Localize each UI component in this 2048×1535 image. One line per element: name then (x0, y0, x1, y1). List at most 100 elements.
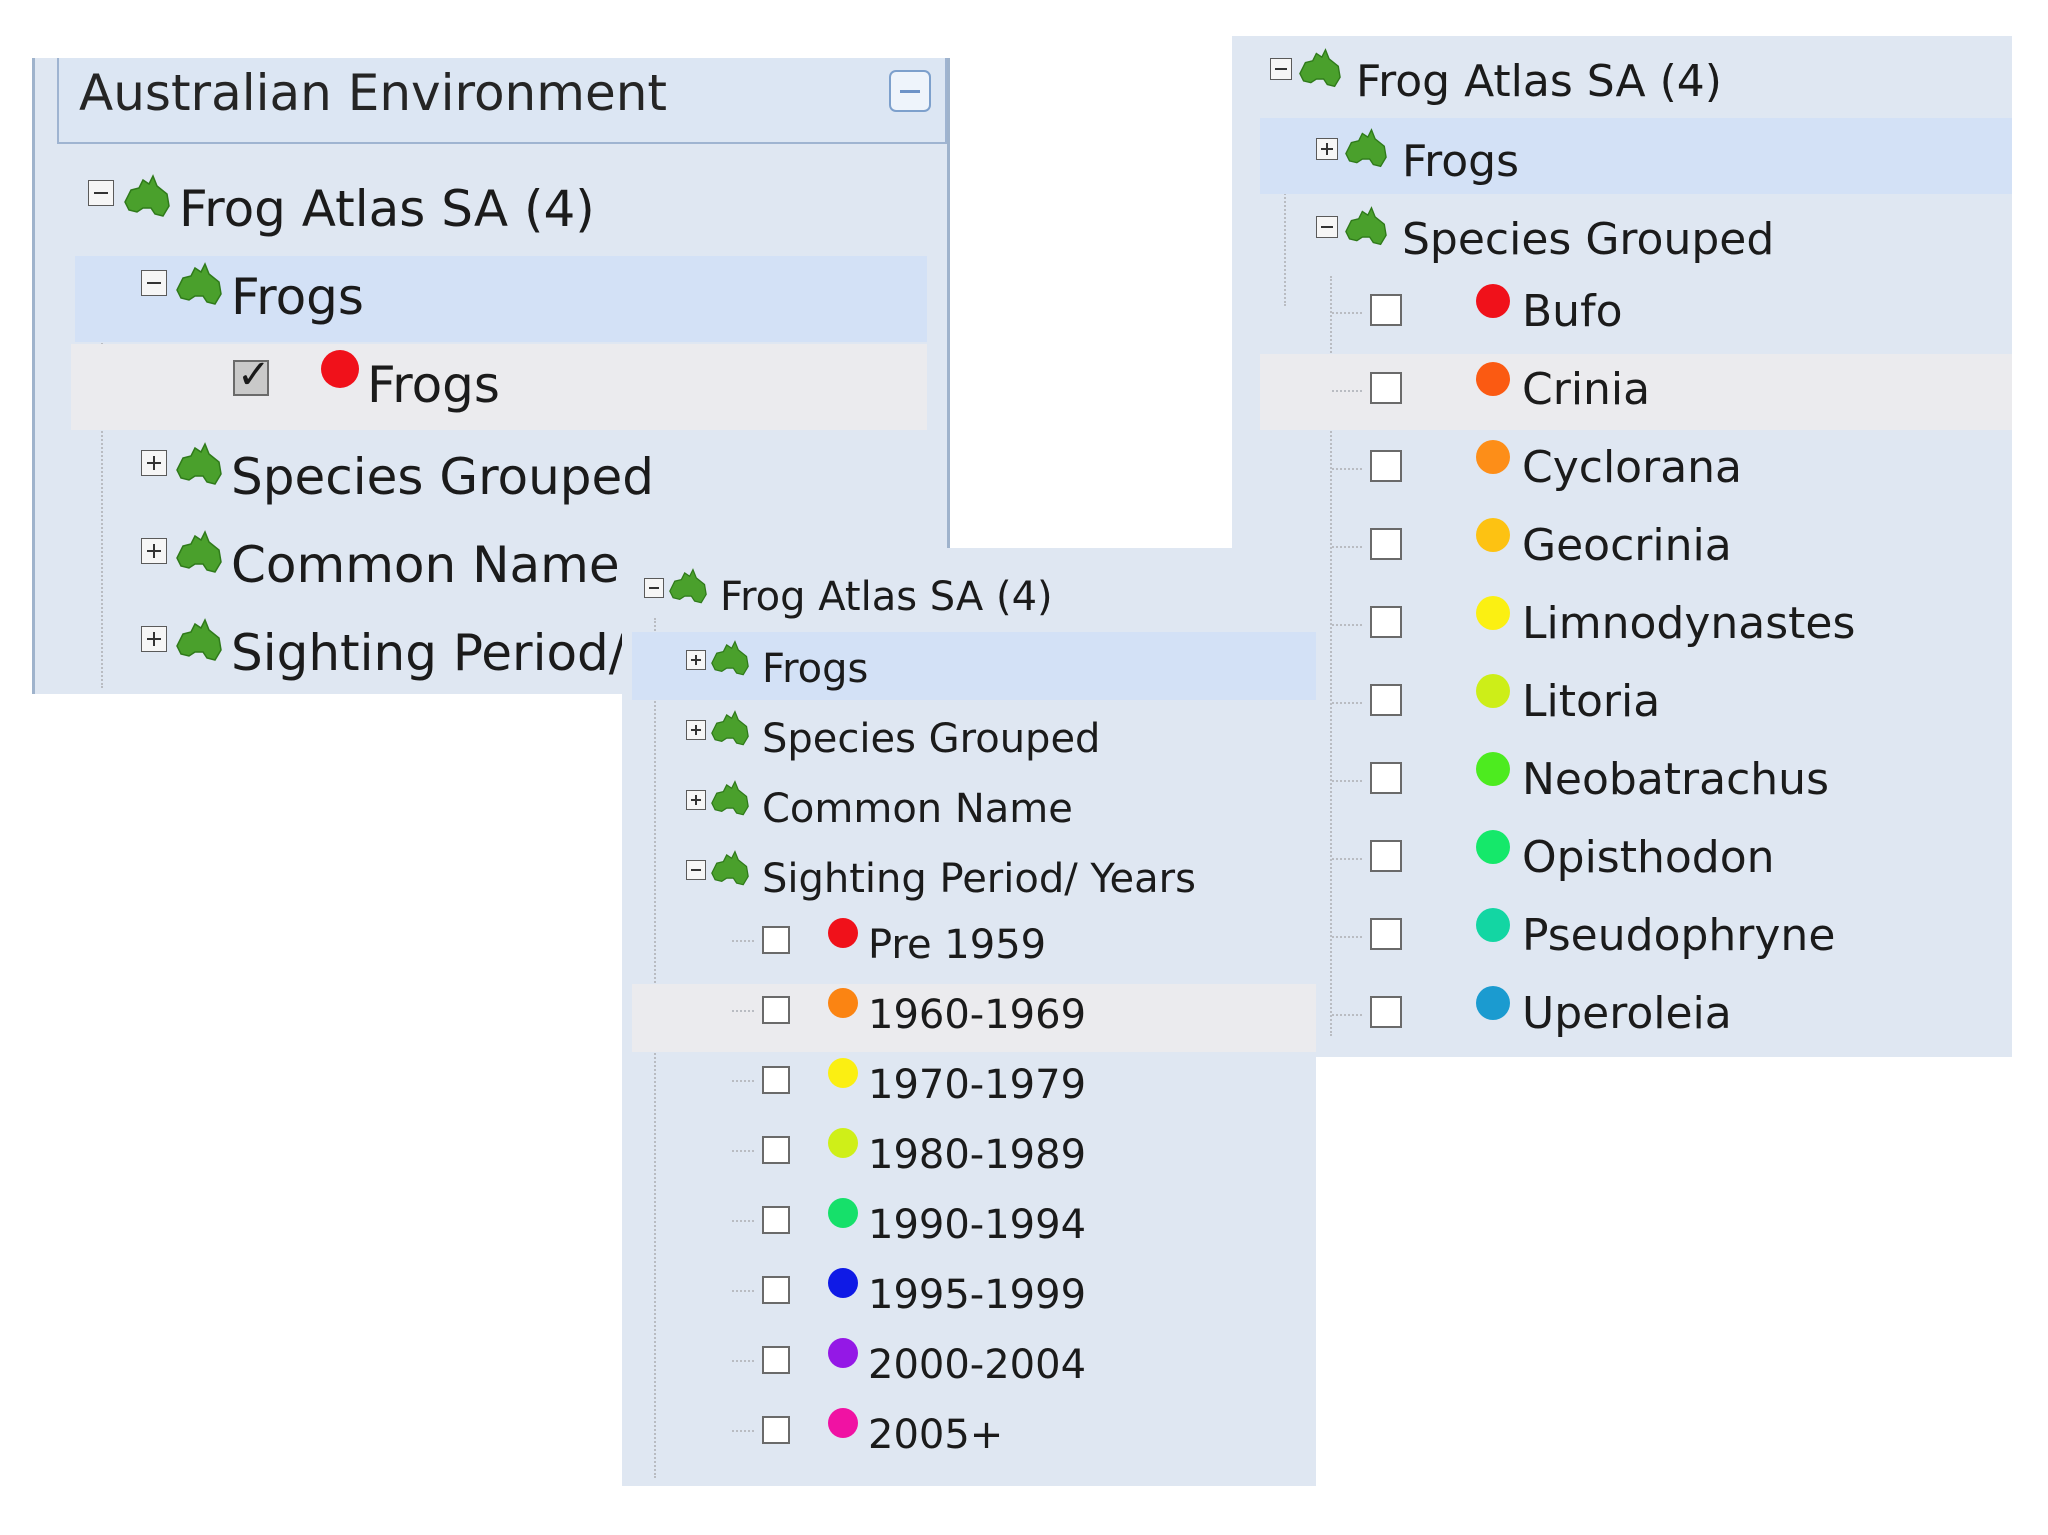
root-label: Frog Atlas SA (179, 180, 509, 238)
period-label[interactable]: 1995-1999 (868, 1272, 1087, 1318)
period-label[interactable]: 1970-1979 (868, 1062, 1087, 1108)
panel-title: Australian Environment (79, 64, 668, 122)
layer-checkbox[interactable] (1370, 606, 1402, 638)
tree-line (732, 1220, 754, 1222)
layer-checkbox[interactable] (1370, 684, 1402, 716)
collapse-toggle-icon[interactable] (88, 180, 114, 206)
australia-map-icon (1344, 206, 1388, 248)
period-label[interactable]: 2000-2004 (868, 1342, 1087, 1388)
period-label[interactable]: 1990-1994 (868, 1202, 1087, 1248)
tree-line (732, 1360, 754, 1362)
period-label[interactable]: 1960-1969 (868, 992, 1087, 1038)
layer-checkbox[interactable] (762, 1416, 790, 1444)
legend-color-dot (828, 1338, 858, 1368)
australia-map-icon (1344, 128, 1388, 170)
tree-line (732, 1010, 754, 1012)
legend-color-dot (828, 918, 858, 948)
collapse-toggle-icon[interactable] (686, 860, 706, 880)
tree-line (732, 1290, 754, 1292)
species-label[interactable]: Limnodynastes (1522, 598, 1856, 649)
layer-checkbox[interactable] (762, 1276, 790, 1304)
collapse-toggle-icon[interactable] (1270, 58, 1292, 80)
tree-line (101, 268, 103, 688)
collapse-toggle-icon[interactable] (141, 270, 167, 296)
layer-checkbox[interactable] (1370, 996, 1402, 1028)
tree-line (732, 1150, 754, 1152)
collapse-toggle-icon[interactable] (644, 578, 664, 598)
tree-line (1332, 624, 1362, 626)
tree-node-common-name[interactable]: Common Name (231, 536, 620, 594)
tree-node-label[interactable]: Frog Atlas SA (4) (1356, 56, 1722, 107)
species-label[interactable]: Opisthodon (1522, 832, 1775, 883)
tree-node-frogs[interactable]: Frogs (1402, 136, 1520, 187)
australia-map-icon (710, 640, 750, 678)
tree-line (1332, 1014, 1362, 1016)
expand-toggle-icon[interactable] (1316, 138, 1338, 160)
layer-checkbox[interactable] (762, 1136, 790, 1164)
expand-toggle-icon[interactable] (141, 538, 167, 564)
layer-checkbox[interactable] (1370, 372, 1402, 404)
tree-line (732, 1080, 754, 1082)
tree-node-species-grouped[interactable]: Species Grouped (231, 448, 655, 506)
species-label[interactable]: Neobatrachus (1522, 754, 1829, 805)
australia-map-icon (710, 780, 750, 818)
expand-toggle-icon[interactable] (686, 790, 706, 810)
legend-color-dot (828, 1128, 858, 1158)
species-label[interactable]: Geocrinia (1522, 520, 1732, 571)
species-label[interactable]: Pseudophryne (1522, 910, 1836, 961)
tree-line (732, 1430, 754, 1432)
item-count: (4) (995, 574, 1053, 620)
expand-toggle-icon[interactable] (141, 450, 167, 476)
period-label[interactable]: 1980-1989 (868, 1132, 1087, 1178)
species-label[interactable]: Cyclorana (1522, 442, 1742, 493)
expand-toggle-icon[interactable] (141, 626, 167, 652)
legend-color-dot (1476, 284, 1510, 318)
species-label[interactable]: Litoria (1522, 676, 1661, 727)
collapse-panel-button[interactable] (889, 70, 931, 112)
tree-node-frogs[interactable]: Frogs (762, 646, 869, 692)
layer-checkbox[interactable] (1370, 450, 1402, 482)
layer-checkbox[interactable] (762, 1066, 790, 1094)
layer-checkbox[interactable] (1370, 294, 1402, 326)
tree-line (1332, 702, 1362, 704)
collapse-toggle-icon[interactable] (1316, 216, 1338, 238)
period-label[interactable]: Pre 1959 (868, 922, 1047, 968)
layer-checkbox[interactable] (233, 352, 271, 398)
expand-toggle-icon[interactable] (686, 720, 706, 740)
layer-checkbox[interactable] (1370, 840, 1402, 872)
layer-checkbox[interactable] (1370, 918, 1402, 950)
row-highlight (71, 344, 927, 430)
australia-map-icon (710, 850, 750, 888)
tree-line (1332, 858, 1362, 860)
legend-color-dot (1476, 752, 1510, 786)
species-label[interactable]: Uperoleia (1522, 988, 1732, 1039)
legend-color-dot (1476, 830, 1510, 864)
species-label[interactable]: Bufo (1522, 286, 1623, 337)
period-label[interactable]: 2005+ (868, 1412, 1004, 1458)
species-grouped-panel: Frog Atlas SA (4) Frogs Species Grouped … (1232, 36, 2012, 1057)
legend-color-dot (1476, 674, 1510, 708)
layer-checkbox[interactable] (762, 1206, 790, 1234)
legend-color-dot (1476, 986, 1510, 1020)
australia-map-icon (175, 618, 223, 664)
tree-node-frogs[interactable]: Frogs (231, 268, 364, 326)
tree-node-sighting-period[interactable]: Sighting Period/ (231, 624, 626, 682)
species-label[interactable]: Crinia (1522, 364, 1651, 415)
expand-toggle-icon[interactable] (686, 650, 706, 670)
layer-checkbox[interactable] (762, 996, 790, 1024)
tree-node-species-grouped[interactable]: Species Grouped (1402, 214, 1775, 265)
layer-checkbox[interactable] (1370, 528, 1402, 560)
australia-map-icon (175, 442, 223, 488)
legend-color-dot (828, 988, 858, 1018)
legend-color-dot (1476, 908, 1510, 942)
layer-checkbox[interactable] (762, 1346, 790, 1374)
layer-checkbox[interactable] (1370, 762, 1402, 794)
layer-label-frogs[interactable]: Frogs (367, 356, 500, 414)
item-count: (4) (523, 180, 595, 238)
tree-node-sighting-period[interactable]: Sighting Period/ Years (762, 856, 1196, 902)
tree-node-common-name[interactable]: Common Name (762, 786, 1073, 832)
layer-checkbox[interactable] (762, 926, 790, 954)
tree-node-species-grouped[interactable]: Species Grouped (762, 716, 1101, 762)
tree-node-label[interactable]: Frog Atlas SA (4) (179, 180, 595, 238)
tree-node-label[interactable]: Frog Atlas SA (4) (720, 574, 1053, 620)
